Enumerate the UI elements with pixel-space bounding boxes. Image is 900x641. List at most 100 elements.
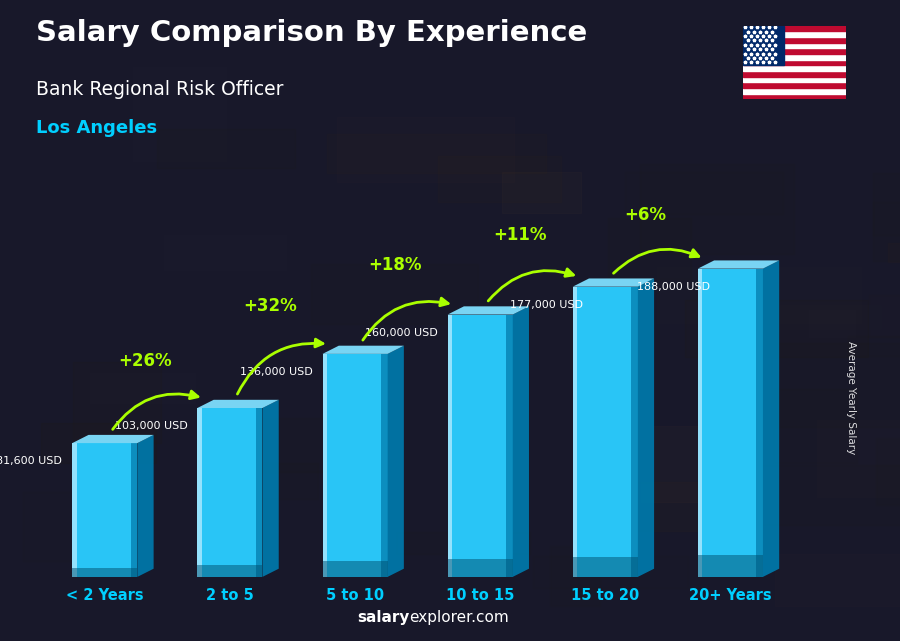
Bar [438, 156, 562, 203]
Text: +11%: +11% [493, 226, 547, 244]
Text: Bank Regional Risk Officer: Bank Regional Risk Officer [36, 80, 284, 99]
Bar [742, 43, 846, 48]
Text: 81,600 USD: 81,600 USD [0, 456, 62, 466]
Polygon shape [322, 562, 388, 577]
Bar [657, 267, 861, 323]
Polygon shape [698, 260, 779, 269]
Bar [817, 420, 900, 497]
Text: 160,000 USD: 160,000 USD [364, 328, 437, 338]
Bar [640, 164, 795, 254]
Text: salary: salary [357, 610, 410, 625]
Text: +18%: +18% [368, 256, 422, 274]
Polygon shape [631, 287, 638, 577]
Polygon shape [381, 354, 388, 577]
Bar [571, 285, 632, 369]
Polygon shape [197, 565, 263, 577]
Text: +32%: +32% [243, 297, 297, 315]
Bar [133, 67, 226, 162]
Bar [580, 482, 750, 531]
Bar [256, 418, 388, 472]
Polygon shape [447, 306, 529, 315]
Polygon shape [138, 435, 154, 577]
Polygon shape [698, 555, 763, 577]
Text: explorer.com: explorer.com [410, 610, 509, 625]
Bar [158, 129, 295, 168]
Polygon shape [763, 260, 779, 577]
Bar [742, 60, 846, 65]
Polygon shape [447, 558, 513, 577]
Polygon shape [698, 269, 702, 577]
Polygon shape [130, 443, 138, 577]
Polygon shape [72, 443, 76, 577]
Text: 103,000 USD: 103,000 USD [114, 421, 187, 431]
Polygon shape [447, 315, 513, 577]
Bar [742, 48, 846, 54]
Bar [328, 135, 545, 173]
Text: Average Yearly Salary: Average Yearly Salary [845, 341, 856, 454]
Bar [608, 218, 691, 279]
Polygon shape [388, 345, 404, 577]
Polygon shape [197, 408, 202, 577]
Bar [626, 172, 783, 214]
Bar [551, 546, 599, 606]
Text: Los Angeles: Los Angeles [36, 119, 158, 137]
Text: 188,000 USD: 188,000 USD [637, 282, 710, 292]
Bar [641, 426, 744, 503]
Bar [848, 336, 900, 356]
Bar [724, 465, 900, 525]
Bar [742, 26, 846, 31]
Polygon shape [72, 567, 138, 577]
Bar [742, 26, 784, 65]
Bar [685, 300, 868, 357]
Bar [310, 264, 478, 324]
Bar [73, 362, 161, 443]
Bar [777, 305, 881, 329]
Polygon shape [322, 345, 404, 354]
Polygon shape [572, 278, 654, 287]
Bar [873, 202, 900, 235]
Polygon shape [572, 287, 577, 577]
Bar [809, 310, 855, 337]
Bar [164, 235, 285, 270]
Polygon shape [698, 269, 763, 577]
Bar [888, 243, 900, 262]
Bar [742, 82, 846, 88]
Polygon shape [322, 354, 388, 577]
Bar [770, 343, 900, 428]
Bar [533, 556, 688, 588]
Bar [742, 54, 846, 60]
Polygon shape [572, 287, 638, 577]
Bar [320, 133, 415, 202]
Bar [742, 71, 846, 77]
Polygon shape [322, 354, 327, 577]
Text: +6%: +6% [625, 206, 666, 224]
Bar [868, 295, 900, 337]
Polygon shape [72, 435, 154, 443]
Bar [242, 463, 318, 499]
Bar [338, 117, 514, 182]
Bar [22, 492, 74, 560]
Polygon shape [263, 400, 279, 577]
Bar [742, 77, 846, 82]
Bar [877, 438, 900, 504]
Bar [592, 306, 653, 354]
Polygon shape [72, 443, 138, 577]
Polygon shape [756, 269, 763, 577]
Text: 177,000 USD: 177,000 USD [509, 300, 583, 310]
Text: Salary Comparison By Experience: Salary Comparison By Experience [36, 19, 587, 47]
Bar [742, 65, 846, 71]
Bar [742, 94, 846, 99]
Polygon shape [513, 306, 529, 577]
Bar [873, 173, 900, 261]
Polygon shape [256, 408, 263, 577]
Bar [775, 554, 900, 606]
Bar [90, 372, 195, 403]
Bar [742, 31, 846, 37]
Bar [396, 532, 530, 554]
Polygon shape [197, 408, 263, 577]
Text: +26%: +26% [118, 353, 172, 370]
Polygon shape [447, 315, 452, 577]
Polygon shape [506, 315, 513, 577]
Text: 136,000 USD: 136,000 USD [239, 367, 312, 377]
Bar [40, 423, 156, 463]
